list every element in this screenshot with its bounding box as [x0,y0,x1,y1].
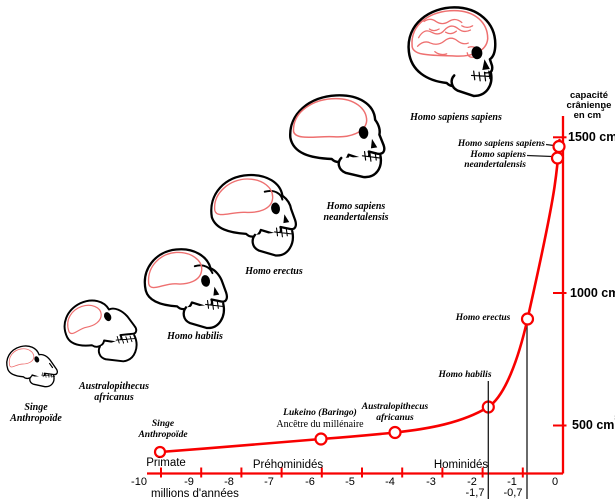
point-australopithecus-africanus [388,425,402,440]
nasal-line [48,362,54,369]
zone-label-primate: Primate [146,456,186,469]
x-tick-minus-2: -2 [467,475,477,488]
point-homo-erectus [520,312,535,326]
point-homo-sapiens-neandertalensis [550,151,565,165]
x-tick-minus-1-7: -1,7 [465,487,485,499]
point-singe-anthropoide [153,445,167,459]
eye-socket [201,275,211,287]
point-label-homo-sapiens-sapiens: Homo sapiens sapiens [457,139,545,149]
x-tick-minus-0-7: -0,7 [503,487,523,499]
point-label-australopithecus-africanus: Australopithecus africanus [361,402,429,423]
point-homo-sapiens-sapiens [552,139,566,154]
eye-socket [271,202,281,215]
brain-outline [411,9,489,57]
skull-label-homo-erectus: Homo erectus [245,266,303,277]
skull-homo-erectus [210,173,298,257]
point-label-homo-erectus: Homo erectus [455,313,511,323]
eye-socket [103,312,112,322]
point-label-homo-sapiens-neandertalensis: Homo sapiens neandertalensis [464,149,526,171]
x-tick-minus-7: -7 [264,475,274,488]
x-tick-minus-9: -9 [184,475,194,488]
connector-homo-sapiens-neandertalensis [526,154,553,158]
point-label-homo-habilis: Homo habilis [438,370,492,380]
x-tick-minus-6: -6 [305,475,315,488]
brain-gyri [416,18,480,58]
y-tick-500: 500 cm3 [572,414,615,432]
x-tick-minus-5: -5 [345,475,355,488]
y-tick-1000: 1000 cm3 [570,286,615,300]
x-tick-minus-4: -4 [385,475,395,488]
y-axis-ticks [553,136,567,427]
x-axis-title: millions d'années [151,487,239,500]
skull-homo-habilis [143,248,229,330]
nasal-opening [482,59,490,71]
eye-socket [471,46,483,60]
zone-label-prehominides: Préhominidés [252,458,324,471]
point-label-singe-anthropoide: Singe Anthropoïde [138,419,188,440]
x-tick-minus-8: -8 [224,475,234,488]
y-axis-title: capacité crânienne en cm3 [566,90,612,121]
eye-socket [358,126,369,139]
skull-label-singe-anthropoide: Singe Anthropoïde [10,402,62,424]
y-tick-1500: 1500 cm3 [568,130,615,144]
x-axis-ticks [160,467,524,478]
x-tick-minus-1: -1 [507,475,517,488]
nasal-opening [283,214,290,224]
point-label-lukeino-baringo: Lukeino (Baringo) Ancêtre du millénaire [276,408,364,430]
skull-label-homo-sapiens-neandertalensis: Homo sapiens neandertalensis [323,201,389,223]
skull-australopithecus-africanus [63,299,138,363]
x-tick-zero: 0 [551,475,559,488]
nasal-opening [370,138,378,149]
skull-singe-anthropoide [6,345,58,388]
skull-homo-sapiens-sapiens [407,6,497,98]
skull-homo-sapiens-neandertalensis [289,94,386,179]
x-tick-minus-3: -3 [426,475,436,488]
point-lukeino-baringo [314,432,328,446]
zone-label-hominides: Hominidés [433,459,489,471]
skull-label-homo-habilis: Homo habilis [167,331,223,342]
nasal-opening [213,286,220,296]
eye-socket [34,356,40,363]
skull-label-homo-sapiens-sapiens: Homo sapiens sapiens [410,112,502,123]
skull-label-australopithecus: Australopithecus africanus [78,381,150,403]
x-tick-minus-10: -10 [131,475,147,488]
